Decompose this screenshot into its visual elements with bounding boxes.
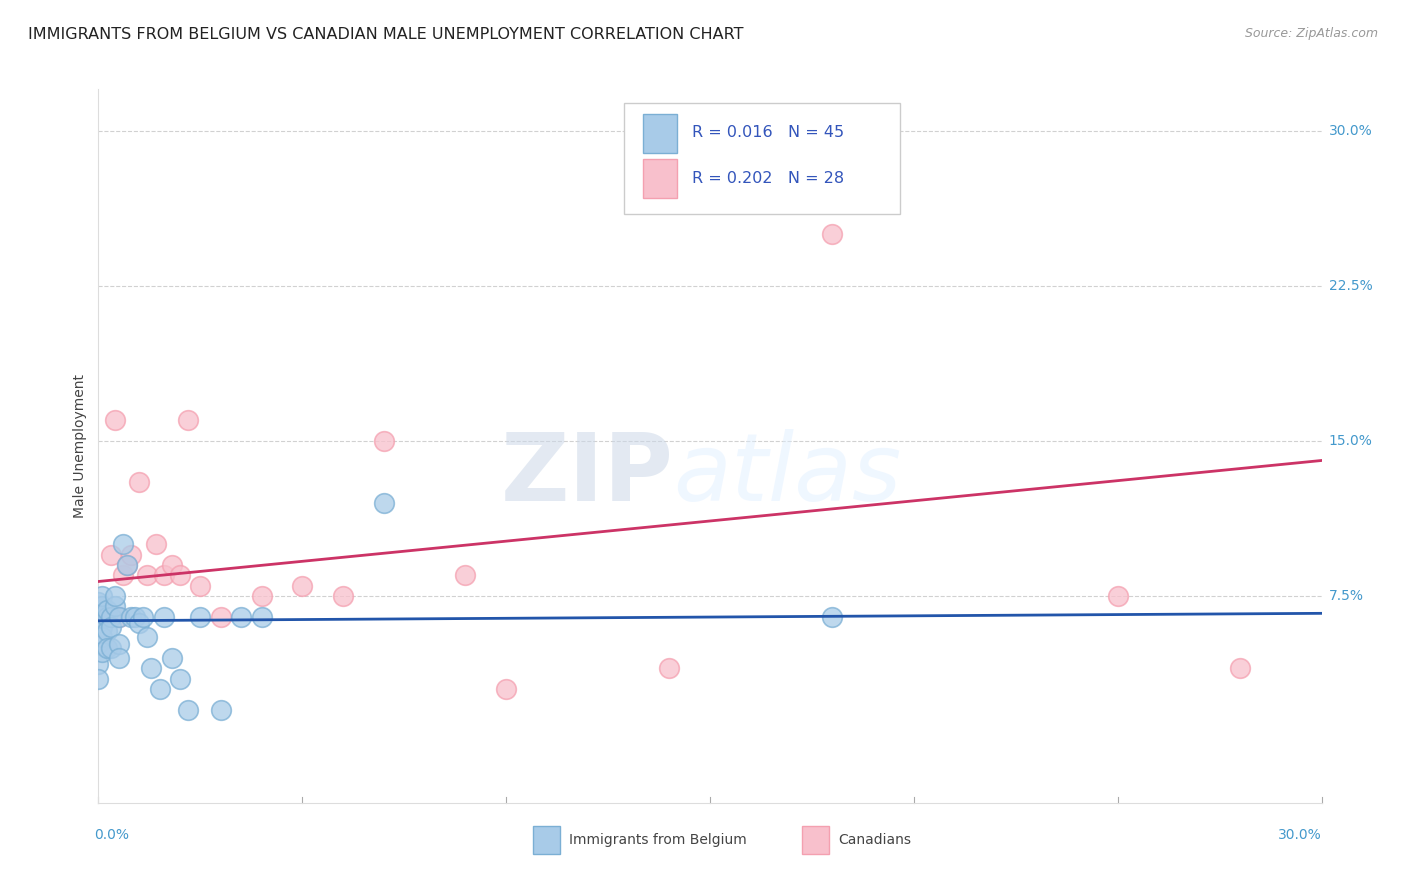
Point xyxy=(104,589,127,603)
Point xyxy=(104,413,127,427)
Point xyxy=(250,609,273,624)
Point xyxy=(96,640,118,655)
Point xyxy=(231,609,253,624)
Text: Source: ZipAtlas.com: Source: ZipAtlas.com xyxy=(1244,27,1378,40)
Point xyxy=(291,579,314,593)
Point xyxy=(132,609,155,624)
Point xyxy=(115,558,138,572)
Point xyxy=(658,661,681,675)
Point xyxy=(108,609,131,624)
Point xyxy=(373,434,395,448)
Point xyxy=(169,568,191,582)
Y-axis label: Male Unemployment: Male Unemployment xyxy=(73,374,87,518)
Point xyxy=(152,568,174,582)
Point xyxy=(91,599,114,614)
Text: Canadians: Canadians xyxy=(838,833,911,847)
Point xyxy=(115,558,138,572)
Point xyxy=(87,672,110,686)
Point xyxy=(136,568,159,582)
Point xyxy=(169,672,191,686)
Point xyxy=(91,620,114,634)
Point xyxy=(1229,661,1251,675)
Text: R = 0.202   N = 28: R = 0.202 N = 28 xyxy=(692,171,844,186)
Point xyxy=(149,681,172,696)
Point xyxy=(87,599,110,614)
Text: 30.0%: 30.0% xyxy=(1278,828,1322,842)
Point xyxy=(91,645,114,659)
FancyBboxPatch shape xyxy=(624,103,900,214)
Point xyxy=(96,609,118,624)
Point xyxy=(91,589,114,603)
Point xyxy=(108,636,131,650)
Point xyxy=(128,475,150,490)
Point xyxy=(87,603,110,617)
Point xyxy=(111,568,134,582)
Point xyxy=(87,595,110,609)
Text: 30.0%: 30.0% xyxy=(1329,124,1372,137)
Point xyxy=(108,651,131,665)
Point xyxy=(177,413,200,427)
Text: IMMIGRANTS FROM BELGIUM VS CANADIAN MALE UNEMPLOYMENT CORRELATION CHART: IMMIGRANTS FROM BELGIUM VS CANADIAN MALE… xyxy=(28,27,744,42)
Point xyxy=(91,609,114,624)
Point xyxy=(495,681,517,696)
Point xyxy=(100,640,122,655)
Text: ZIP: ZIP xyxy=(501,428,673,521)
Point xyxy=(145,537,167,551)
Point xyxy=(100,548,122,562)
Point xyxy=(209,609,232,624)
Point xyxy=(91,630,114,644)
Text: 15.0%: 15.0% xyxy=(1329,434,1372,448)
Point xyxy=(96,609,118,624)
Point xyxy=(91,599,114,614)
Point xyxy=(821,227,844,241)
Point xyxy=(120,609,142,624)
Point xyxy=(160,558,183,572)
FancyBboxPatch shape xyxy=(643,159,678,198)
Point xyxy=(177,703,200,717)
Point xyxy=(87,609,110,624)
Point xyxy=(188,579,212,593)
Point xyxy=(87,615,110,630)
Point xyxy=(100,620,122,634)
Text: 7.5%: 7.5% xyxy=(1329,589,1364,603)
Text: atlas: atlas xyxy=(673,429,901,520)
Point xyxy=(124,609,146,624)
Point xyxy=(120,548,142,562)
Point xyxy=(332,589,354,603)
Point xyxy=(821,609,844,624)
Point xyxy=(96,624,118,639)
Point xyxy=(152,609,174,624)
Point xyxy=(1107,589,1129,603)
FancyBboxPatch shape xyxy=(533,826,560,855)
Point xyxy=(136,630,159,644)
Text: R = 0.016   N = 45: R = 0.016 N = 45 xyxy=(692,125,844,139)
Point xyxy=(250,589,273,603)
Point xyxy=(100,609,122,624)
FancyBboxPatch shape xyxy=(801,826,828,855)
Point xyxy=(160,651,183,665)
Text: 0.0%: 0.0% xyxy=(94,828,129,842)
Point xyxy=(373,496,395,510)
Point xyxy=(87,657,110,672)
Text: Immigrants from Belgium: Immigrants from Belgium xyxy=(569,833,747,847)
Point xyxy=(104,599,127,614)
Point xyxy=(87,636,110,650)
Point xyxy=(128,615,150,630)
Point xyxy=(96,603,118,617)
FancyBboxPatch shape xyxy=(643,114,678,153)
Point xyxy=(188,609,212,624)
Text: 22.5%: 22.5% xyxy=(1329,278,1372,293)
Point xyxy=(111,537,134,551)
Point xyxy=(454,568,477,582)
Point xyxy=(108,609,131,624)
Point xyxy=(141,661,163,675)
Point xyxy=(87,609,110,624)
Point xyxy=(209,703,232,717)
